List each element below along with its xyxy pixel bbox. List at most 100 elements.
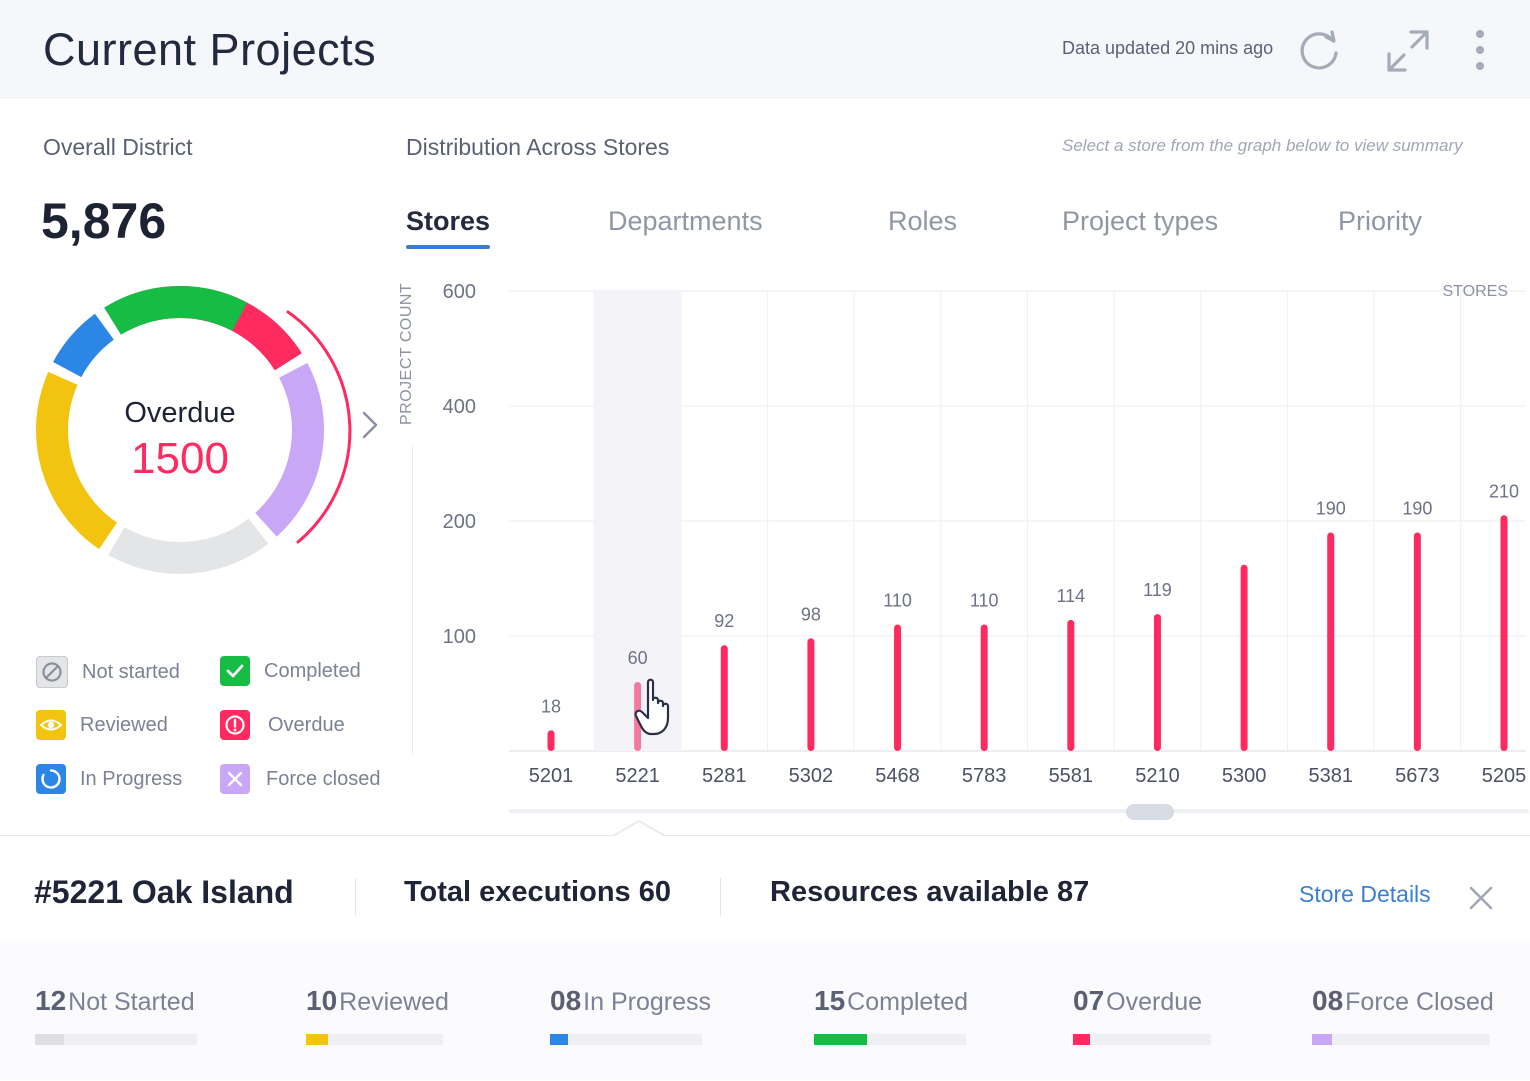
- stat-progress-track: [1073, 1034, 1211, 1045]
- tab-priority[interactable]: Priority: [1338, 206, 1423, 236]
- legend-label: Not started: [82, 660, 180, 683]
- legend-in-progress[interactable]: In Progress: [36, 764, 182, 794]
- stat-overdue[interactable]: 07Overdue: [1073, 985, 1211, 1045]
- chevron-right-icon[interactable]: [362, 411, 378, 439]
- chart-scrollbar-thumb[interactable]: [1126, 804, 1174, 820]
- legend-overdue[interactable]: Overdue: [220, 710, 345, 740]
- bar-store-5783[interactable]: [980, 624, 988, 752]
- stat-reviewed[interactable]: 10Reviewed: [306, 985, 449, 1045]
- data-updated-text: Data updated 20 mins ago: [1062, 38, 1274, 58]
- status-stats-area: [0, 943, 1530, 1080]
- x-tick-label[interactable]: 5783: [962, 765, 1007, 787]
- x-tick-label[interactable]: 5581: [1049, 765, 1094, 787]
- stat-count: 12: [35, 985, 67, 1016]
- stat-not-started[interactable]: 12Not Started: [35, 985, 197, 1045]
- tab-roles[interactable]: Roles: [888, 206, 958, 236]
- bar-store-5673[interactable]: [1413, 532, 1421, 752]
- tab-stores[interactable]: Stores: [406, 206, 491, 236]
- donut-label: Overdue: [124, 397, 235, 429]
- donut-segment-reviewed[interactable]: [36, 371, 118, 550]
- eye-icon: [36, 710, 66, 740]
- stat-in-progress[interactable]: 08In Progress: [550, 985, 711, 1045]
- bar-value-label: 18: [541, 696, 561, 716]
- y-tick-label: 400: [443, 396, 476, 418]
- stat-progress-track: [550, 1034, 702, 1045]
- bar-store-5581[interactable]: [1067, 619, 1075, 751]
- x-tick-label[interactable]: 5468: [875, 765, 920, 787]
- stat-count: 07: [1073, 985, 1105, 1016]
- stat-label: Completed: [847, 988, 969, 1016]
- stat-label: In Progress: [583, 988, 711, 1016]
- expand-icon[interactable]: [1385, 28, 1431, 74]
- x-tick-label[interactable]: 5281: [702, 765, 747, 787]
- bar-store-5468[interactable]: [894, 624, 902, 752]
- overall-total: 5,876: [41, 193, 167, 249]
- bar-value-label: 110: [970, 591, 999, 611]
- x-tick-label[interactable]: 5221: [615, 765, 660, 787]
- bar-store-5381[interactable]: [1327, 532, 1335, 752]
- refresh-icon[interactable]: [1297, 27, 1343, 73]
- legend-reviewed[interactable]: Reviewed: [36, 710, 168, 740]
- stat-progress-fill: [814, 1034, 868, 1045]
- stat-progress-track: [1312, 1034, 1490, 1045]
- stat-count: 15: [814, 985, 846, 1016]
- tab-departments[interactable]: Departments: [608, 206, 763, 236]
- x-tick-label[interactable]: 5205: [1482, 765, 1527, 787]
- x-tick-label[interactable]: 5302: [789, 765, 834, 787]
- chart-scrollbar-track[interactable]: [509, 809, 1529, 813]
- donut-segment-in-progress[interactable]: [53, 313, 115, 378]
- stat-label: Overdue: [1106, 988, 1203, 1016]
- more-vertical-icon[interactable]: [1468, 28, 1492, 74]
- bar-store-5281[interactable]: [720, 645, 728, 751]
- stat-count: 08: [550, 985, 582, 1016]
- active-tab-indicator: [406, 245, 490, 249]
- page-title: Current Projects: [43, 24, 377, 75]
- stat-progress-track: [35, 1034, 197, 1045]
- tab-project-types[interactable]: Project types: [1062, 206, 1219, 236]
- store-name: #5221 Oak Island: [34, 874, 294, 910]
- x-tick-label[interactable]: 5381: [1308, 765, 1353, 787]
- close-icon[interactable]: [1468, 885, 1494, 911]
- status-donut-chart[interactable]: Overdue 1500: [20, 270, 390, 595]
- legend-not-started[interactable]: Not started: [36, 656, 180, 688]
- donut-value: 1500: [131, 434, 229, 483]
- panel-divider: [412, 445, 413, 755]
- bar-store-5201[interactable]: [547, 730, 555, 751]
- donut-segment-completed[interactable]: [104, 286, 248, 336]
- alert-icon: [220, 710, 250, 740]
- hand-cursor-icon: [634, 678, 670, 736]
- donut-segment-force-closed[interactable]: [254, 362, 324, 537]
- x-tick-label[interactable]: 5673: [1395, 765, 1440, 787]
- bar-store-5302[interactable]: [807, 638, 815, 751]
- x-tick-label[interactable]: 5210: [1135, 765, 1180, 787]
- close-x-icon: [220, 764, 250, 794]
- stat-label: Force Closed: [1345, 988, 1494, 1016]
- stat-progress-fill: [1073, 1034, 1090, 1045]
- legend-force-closed[interactable]: Force closed: [220, 764, 381, 794]
- bar-value-label: 190: [1316, 499, 1346, 519]
- legend-label: Reviewed: [80, 713, 168, 736]
- not-started-icon: [36, 656, 68, 688]
- stat-progress-fill: [550, 1034, 569, 1045]
- donut-segment-not-started[interactable]: [108, 518, 269, 574]
- store-details-link[interactable]: Store Details: [1299, 881, 1431, 907]
- x-tick-label[interactable]: 5201: [529, 765, 574, 787]
- stat-label: Reviewed: [339, 988, 449, 1016]
- stat-force-closed[interactable]: 08Force Closed: [1312, 985, 1494, 1045]
- bar-store-5300[interactable]: [1240, 564, 1248, 751]
- bar-value-label: 210: [1489, 481, 1519, 501]
- store-bar-chart[interactable]: 18 60 92 98 110 110 114 119 190 190 210 5201 5221 52…: [396, 270, 1530, 835]
- y-tick-label: 100: [443, 626, 476, 648]
- stat-completed[interactable]: 15Completed: [814, 985, 969, 1045]
- check-icon: [220, 656, 250, 686]
- x-tick-label[interactable]: 5300: [1222, 765, 1267, 787]
- legend-completed[interactable]: Completed: [220, 656, 361, 686]
- stat-label: Not Started: [68, 988, 195, 1016]
- bar-value-label: 98: [801, 604, 821, 624]
- y-tick-label: 600: [443, 281, 476, 303]
- bar-store-5205[interactable]: [1500, 515, 1508, 751]
- bar-value-label: 119: [1143, 580, 1172, 600]
- total-executions: Total executions 60: [404, 876, 671, 908]
- bar-store-5210[interactable]: [1153, 614, 1161, 751]
- y-axis-label: PROJECT COUNT: [398, 283, 415, 425]
